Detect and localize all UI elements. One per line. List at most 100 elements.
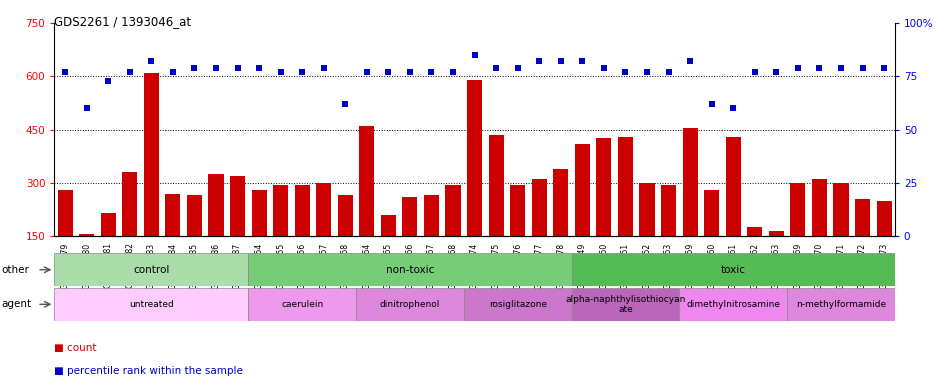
Bar: [294, 185, 310, 290]
Bar: [768, 231, 783, 290]
Bar: [54, 253, 248, 286]
Text: untreated: untreated: [129, 300, 173, 309]
Bar: [789, 183, 805, 290]
Bar: [79, 234, 95, 290]
Text: agent: agent: [2, 299, 32, 310]
Point: [466, 52, 481, 58]
Bar: [122, 172, 138, 290]
Point: [724, 105, 739, 111]
Bar: [617, 137, 633, 290]
Point: [143, 58, 158, 65]
Point: [854, 65, 869, 71]
Point: [251, 65, 266, 71]
Text: caerulein: caerulein: [281, 300, 323, 309]
Point: [509, 65, 524, 71]
Bar: [681, 128, 697, 290]
Bar: [811, 179, 826, 290]
Text: control: control: [133, 265, 169, 275]
Point: [531, 58, 546, 65]
Text: alpha-naphthylisothiocyan
ate: alpha-naphthylisothiocyan ate: [564, 295, 685, 314]
Point: [789, 65, 804, 71]
Point: [445, 69, 460, 75]
Bar: [445, 185, 461, 290]
Text: other: other: [2, 265, 30, 275]
Bar: [380, 215, 396, 290]
Point: [122, 69, 137, 75]
Point: [402, 69, 417, 75]
Point: [617, 69, 632, 75]
Bar: [251, 190, 267, 290]
Bar: [595, 139, 611, 290]
Text: rosiglitazone: rosiglitazone: [489, 300, 546, 309]
Bar: [531, 179, 547, 290]
Bar: [54, 288, 248, 321]
Bar: [746, 227, 762, 290]
Point: [552, 58, 567, 65]
Point: [58, 69, 73, 75]
Text: GDS2261 / 1393046_at: GDS2261 / 1393046_at: [54, 15, 191, 28]
Point: [638, 69, 653, 75]
Point: [186, 65, 201, 71]
Bar: [571, 253, 894, 286]
Bar: [229, 176, 245, 290]
Bar: [724, 137, 740, 290]
Text: ■ count: ■ count: [54, 343, 96, 353]
Bar: [248, 288, 356, 321]
Bar: [463, 288, 571, 321]
Bar: [703, 190, 719, 290]
Bar: [786, 288, 894, 321]
Bar: [574, 144, 590, 290]
Point: [595, 65, 610, 71]
Bar: [165, 194, 181, 290]
Bar: [272, 185, 288, 290]
Bar: [315, 183, 331, 290]
Point: [165, 69, 180, 75]
Bar: [854, 199, 870, 290]
Bar: [248, 253, 571, 286]
Point: [337, 101, 352, 107]
Bar: [208, 174, 224, 290]
Bar: [337, 195, 353, 290]
Bar: [571, 288, 679, 321]
Text: ■ percentile rank within the sample: ■ percentile rank within the sample: [54, 366, 243, 376]
Point: [229, 65, 244, 71]
Bar: [679, 288, 786, 321]
Point: [768, 69, 782, 75]
Point: [746, 69, 761, 75]
Bar: [552, 169, 568, 290]
Bar: [638, 183, 654, 290]
Point: [811, 65, 826, 71]
Point: [681, 58, 696, 65]
Point: [294, 69, 309, 75]
Point: [574, 58, 589, 65]
Point: [423, 69, 438, 75]
Bar: [488, 135, 504, 290]
Bar: [57, 190, 73, 290]
Point: [875, 65, 890, 71]
Bar: [660, 185, 676, 290]
Point: [488, 65, 503, 71]
Bar: [356, 288, 463, 321]
Bar: [875, 200, 891, 290]
Point: [358, 69, 373, 75]
Text: dimethylnitrosamine: dimethylnitrosamine: [685, 300, 780, 309]
Bar: [466, 80, 482, 290]
Bar: [186, 195, 202, 290]
Point: [79, 105, 94, 111]
Point: [832, 65, 847, 71]
Bar: [143, 73, 159, 290]
Point: [315, 65, 331, 71]
Text: toxic: toxic: [720, 265, 745, 275]
Point: [208, 65, 223, 71]
Point: [660, 69, 675, 75]
Bar: [358, 126, 374, 290]
Text: n-methylformamide: n-methylformamide: [795, 300, 885, 309]
Point: [100, 78, 115, 84]
Point: [703, 101, 718, 107]
Bar: [423, 195, 439, 290]
Bar: [832, 183, 848, 290]
Point: [272, 69, 287, 75]
Bar: [100, 213, 116, 290]
Bar: [402, 197, 417, 290]
Text: non-toxic: non-toxic: [386, 265, 433, 275]
